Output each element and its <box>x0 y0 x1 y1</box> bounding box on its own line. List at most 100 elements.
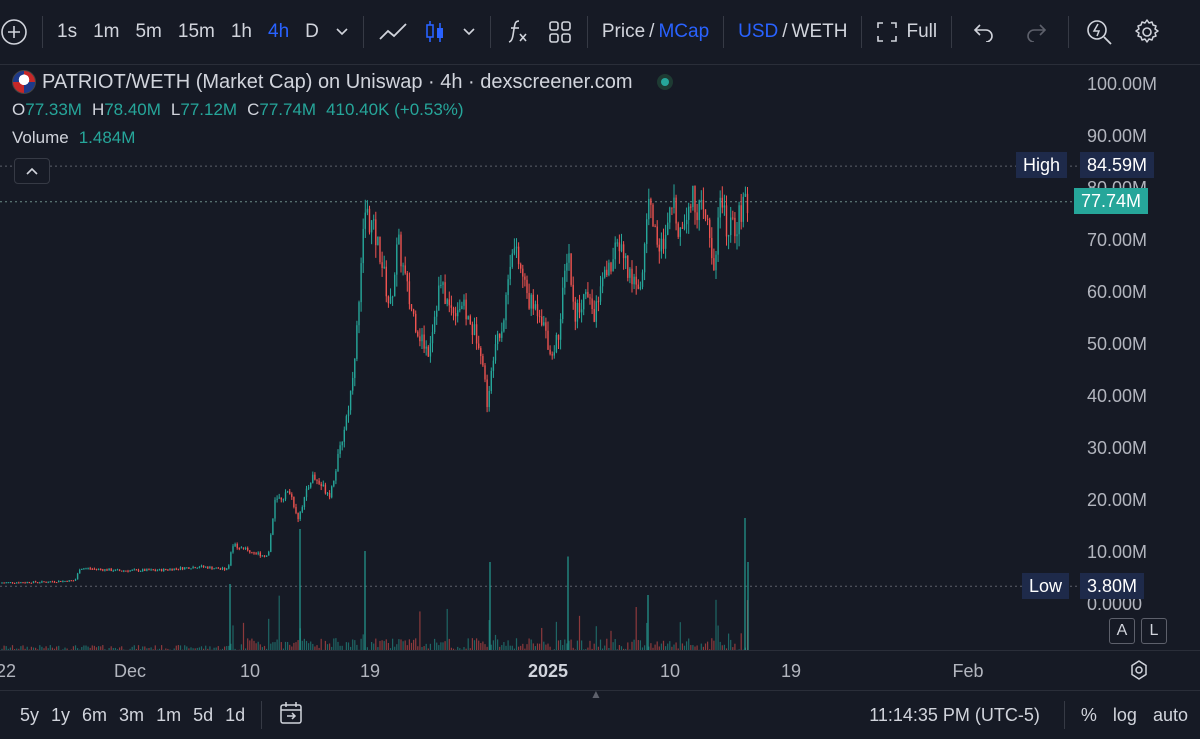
range-6m[interactable]: 6m <box>76 705 113 726</box>
candle-body <box>482 356 483 365</box>
candle-body <box>245 548 246 549</box>
interval-1m[interactable]: 1m <box>85 12 127 52</box>
candle-body <box>232 546 233 552</box>
candle-body <box>692 186 693 207</box>
candle-body <box>346 416 347 430</box>
interval-5m[interactable]: 5m <box>127 12 169 52</box>
candle-body <box>686 220 687 224</box>
x-tick-label: 10 <box>240 661 260 682</box>
price-mcap-toggle[interactable]: Price / MCap <box>594 12 717 52</box>
candle-body <box>669 207 670 222</box>
timezone-clock[interactable]: 11:14:35 PM (UTC-5) <box>863 705 1046 726</box>
candle-body <box>478 344 479 349</box>
candle-body <box>610 263 611 272</box>
candle-body <box>226 569 227 570</box>
candle-body <box>512 254 513 267</box>
candle-body <box>39 582 40 583</box>
open-value: 77.33M <box>25 100 82 119</box>
interval-d[interactable]: D <box>297 12 327 52</box>
y-tick-label: 40.00M <box>1087 386 1147 407</box>
candle-body <box>745 194 746 197</box>
y-tick-label: 90.00M <box>1087 126 1147 147</box>
range-5y[interactable]: 5y <box>14 705 45 726</box>
volume-bar <box>321 639 322 650</box>
last-price-tag: 77.74M <box>1074 188 1148 214</box>
volume-bar <box>256 643 257 650</box>
interval-4h[interactable]: 4h <box>260 12 297 52</box>
log-scale-button[interactable]: L <box>1141 618 1167 644</box>
candle-body <box>741 205 742 222</box>
candle-body <box>728 235 729 236</box>
undo-icon[interactable] <box>958 12 1010 52</box>
candle-body <box>268 552 269 556</box>
time-axis[interactable]: 22 Dec 10 19 2025 10 19 Feb <box>0 650 1200 691</box>
drag-handle-icon[interactable]: ▲ <box>590 687 602 701</box>
volume-bar <box>480 643 481 650</box>
candle-body <box>720 198 721 218</box>
candle-body <box>203 566 204 567</box>
interval-1s[interactable]: 1s <box>49 12 85 52</box>
volume-bar <box>436 643 437 650</box>
price-label: Price <box>602 21 645 43</box>
line-chart-icon[interactable] <box>370 12 416 52</box>
volume-bar <box>386 639 387 650</box>
add-indicator-icon[interactable] <box>0 12 36 52</box>
candle-body <box>222 568 223 569</box>
volume-bar <box>384 641 385 650</box>
candle-body <box>547 331 548 350</box>
currency-toggle[interactable]: USD / WETH <box>730 12 855 52</box>
settings-gear-icon[interactable] <box>1123 12 1171 52</box>
candle-body <box>390 297 391 304</box>
candle-body <box>556 335 557 352</box>
candle-body <box>535 304 536 309</box>
range-1y[interactable]: 1y <box>45 705 76 726</box>
candle-body <box>234 544 235 546</box>
y-tick-label: 50.00M <box>1087 334 1147 355</box>
volume-bar <box>335 638 336 650</box>
fullscreen-button[interactable]: Full <box>868 12 945 52</box>
range-1d[interactable]: 1d <box>219 705 251 726</box>
candle-body <box>615 243 616 260</box>
chevron-down-icon[interactable] <box>454 12 484 52</box>
candle-body <box>612 259 613 271</box>
layout-grid-icon[interactable] <box>539 12 581 52</box>
candle-body <box>287 491 288 492</box>
redo-icon[interactable] <box>1010 12 1062 52</box>
volume-bar <box>277 640 278 650</box>
log-toggle[interactable]: log <box>1107 705 1143 726</box>
candle-body <box>106 569 107 570</box>
range-3m[interactable]: 3m <box>113 705 150 726</box>
indicators-fx-icon[interactable] <box>497 12 539 52</box>
range-1m[interactable]: 1m <box>150 705 187 726</box>
candles-icon[interactable] <box>416 12 454 52</box>
candle-body <box>14 583 15 584</box>
auto-scale-button[interactable]: A <box>1109 618 1135 644</box>
separator <box>1064 701 1065 729</box>
axis-settings-icon[interactable] <box>1128 659 1150 686</box>
collapse-legend-button[interactable] <box>14 158 50 184</box>
high-marker-key: High <box>1016 152 1067 178</box>
candle-body <box>451 305 452 308</box>
quick-search-icon[interactable] <box>1075 12 1123 52</box>
legend-title: PATRIOT/WETH (Market Cap) on Uniswap · 4… <box>42 71 633 94</box>
candle-body <box>342 442 343 445</box>
interval-15m[interactable]: 15m <box>170 12 223 52</box>
y-tick-label: 10.00M <box>1087 542 1147 563</box>
candle-body <box>747 194 748 213</box>
candle-body <box>90 568 91 569</box>
candle-body <box>665 235 666 249</box>
chevron-down-icon[interactable] <box>327 12 357 52</box>
percent-toggle[interactable]: % <box>1075 705 1103 726</box>
candle-body <box>253 552 254 553</box>
candle-body <box>589 297 590 298</box>
candle-body <box>190 568 191 569</box>
candle-body <box>123 571 124 572</box>
candle-body <box>461 306 462 309</box>
go-to-date-icon[interactable] <box>272 701 310 730</box>
close-value: 77.74M <box>259 100 316 119</box>
candle-body <box>699 200 700 220</box>
interval-1h[interactable]: 1h <box>223 12 260 52</box>
range-5d[interactable]: 5d <box>187 705 219 726</box>
candle-body <box>344 430 345 442</box>
auto-toggle[interactable]: auto <box>1147 705 1194 726</box>
